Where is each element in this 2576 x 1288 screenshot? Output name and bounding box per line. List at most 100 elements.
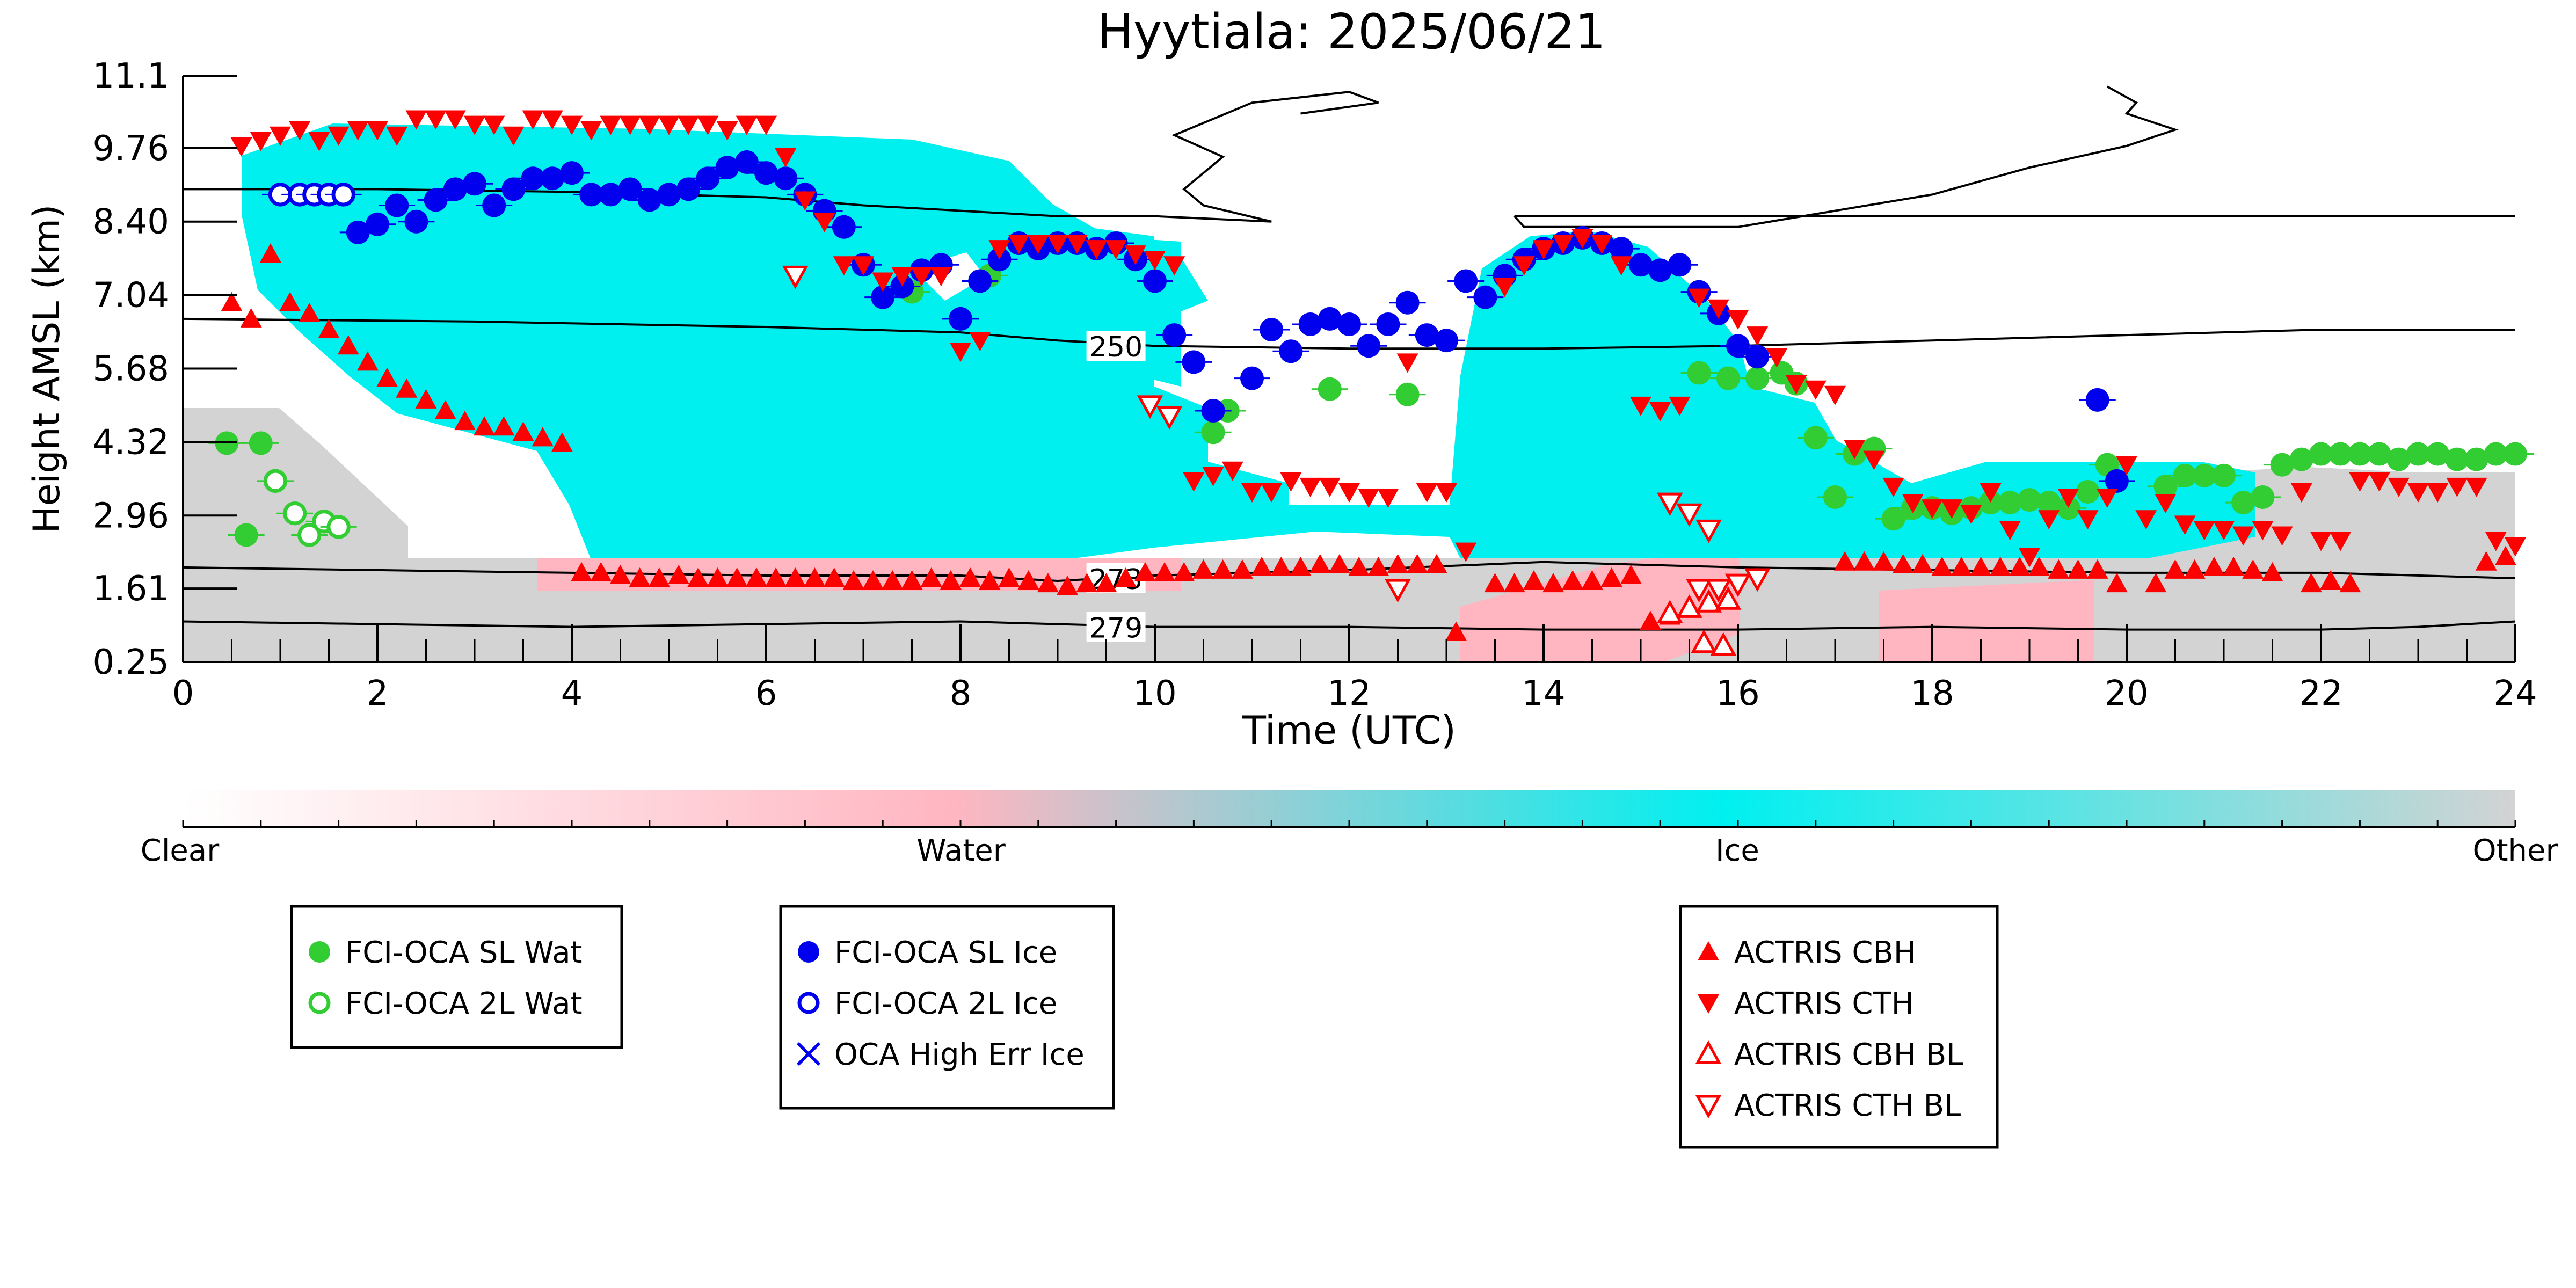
data-point	[1037, 573, 1059, 593]
data-point	[1445, 621, 1467, 641]
data-point	[1270, 556, 1292, 576]
data-point	[346, 220, 370, 244]
data-point	[832, 215, 856, 239]
data-point	[1542, 573, 1564, 593]
data-point	[376, 367, 398, 387]
data-point	[318, 319, 340, 339]
data-point	[297, 523, 322, 547]
data-point	[1804, 380, 1827, 400]
y-tick-label: 4.32	[93, 423, 170, 462]
data-point	[1047, 235, 1068, 254]
data-point	[734, 150, 759, 174]
data-point	[901, 570, 923, 590]
data-point	[600, 115, 622, 135]
y-tick-label: 7.04	[93, 276, 170, 316]
data-point	[2192, 463, 2216, 487]
data-point	[1455, 542, 1477, 562]
data-point	[1766, 348, 1788, 368]
data-point	[2427, 483, 2449, 503]
data-point	[745, 567, 767, 587]
data-point	[968, 269, 992, 293]
data-point	[579, 183, 603, 207]
data-point	[1124, 245, 1146, 265]
data-point	[308, 132, 330, 151]
data-point	[367, 121, 388, 141]
data-point	[1745, 366, 1770, 390]
data-point	[424, 188, 448, 212]
data-point	[1319, 477, 1341, 497]
legend-label: ACTRIS CTH BL	[1734, 1088, 1961, 1123]
data-point	[1881, 507, 1905, 531]
data-point	[234, 523, 258, 547]
data-point	[1552, 235, 1574, 254]
data-point	[1357, 334, 1381, 358]
data-point	[250, 132, 272, 151]
colorbar-ticks	[182, 820, 2516, 827]
data-point	[1348, 556, 1370, 576]
data-point	[782, 265, 809, 289]
data-point	[2213, 521, 2235, 541]
data-point	[1853, 551, 1875, 571]
data-point	[697, 115, 719, 135]
data-point	[1086, 240, 1108, 260]
legend-label: FCI-OCA SL Wat	[345, 935, 583, 970]
data-point	[1162, 323, 1187, 347]
data-point	[1562, 570, 1584, 590]
data-point	[2173, 463, 2197, 487]
series-actris-cbh-bl	[1657, 586, 1742, 656]
data-point	[1715, 586, 1742, 610]
data-point	[1707, 299, 1729, 319]
contour-line	[183, 317, 2515, 350]
data-point	[1998, 491, 2022, 515]
data-point	[1387, 554, 1409, 573]
data-point	[872, 272, 894, 292]
data-point	[501, 177, 526, 201]
data-point	[1173, 562, 1195, 581]
data-point	[1669, 396, 1691, 416]
data-point	[590, 562, 612, 581]
colorbar: Clear Water Ice Other	[141, 790, 2558, 868]
data-point	[1989, 556, 2011, 576]
data-point	[609, 564, 631, 584]
data-point	[2485, 532, 2507, 551]
data-point	[474, 416, 496, 436]
data-point	[629, 567, 651, 587]
y-tick-label: 11.1	[93, 56, 170, 96]
data-point	[784, 567, 806, 587]
data-point	[842, 570, 864, 590]
data-point	[366, 212, 389, 236]
data-point	[1425, 554, 1447, 573]
data-point	[1745, 345, 1770, 369]
data-point	[2330, 532, 2352, 551]
data-point	[1134, 562, 1156, 581]
data-point	[2164, 559, 2186, 579]
legend-label: FCI-OCA SL Ice	[834, 935, 1057, 970]
data-point	[289, 121, 311, 141]
data-point	[2505, 537, 2526, 557]
data-point	[1143, 269, 1167, 293]
data-point	[1710, 632, 1737, 656]
data-point	[259, 243, 281, 263]
x-tick-label: 12	[1327, 674, 1371, 714]
data-point	[337, 335, 359, 355]
data-point	[1241, 483, 1263, 503]
other-layer-low-left	[183, 408, 408, 558]
data-point	[1941, 499, 1963, 519]
data-point	[522, 110, 544, 130]
contour-line	[183, 91, 1379, 223]
data-point	[1999, 521, 2021, 541]
data-point	[561, 115, 583, 135]
data-point	[1676, 503, 1702, 527]
data-point	[1240, 366, 1264, 390]
data-point	[1251, 556, 1273, 576]
data-point	[775, 148, 797, 168]
data-point	[988, 240, 1010, 260]
data-point	[512, 421, 534, 441]
ice-cloud-main	[242, 123, 2255, 558]
data-point	[2085, 388, 2109, 412]
contour-label: 279	[1089, 613, 1143, 645]
data-point	[2271, 526, 2293, 546]
data-point	[2406, 442, 2430, 466]
data-point	[1744, 568, 1771, 592]
